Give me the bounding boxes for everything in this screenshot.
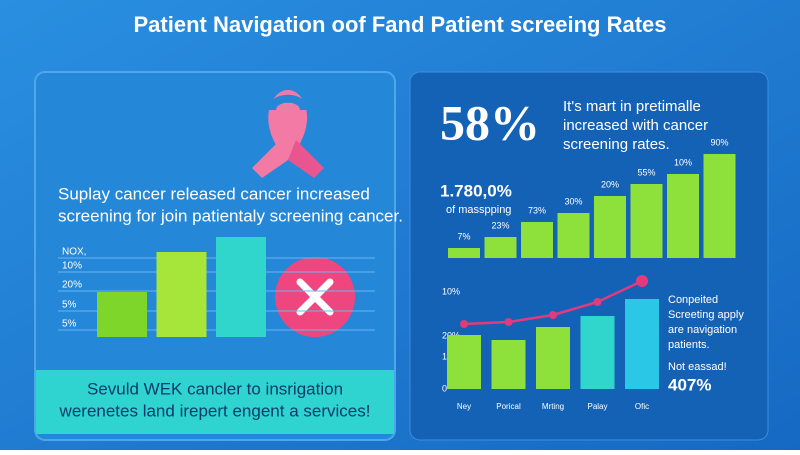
- bar: [491, 340, 526, 389]
- bar: [667, 174, 699, 258]
- ribbon-icon: [252, 90, 324, 178]
- line-point: [636, 275, 648, 287]
- bar: [447, 335, 481, 389]
- bar-label: 20%: [601, 179, 619, 189]
- bar: [536, 327, 570, 389]
- bar-label: 90%: [710, 137, 728, 147]
- y-tick-label: 5%: [62, 319, 77, 330]
- side-text: Screeting apply: [668, 309, 744, 321]
- y-tick-label: 20%: [62, 280, 82, 291]
- x-tick-label: Porical: [496, 402, 521, 411]
- bar: [97, 292, 147, 337]
- bar: [630, 184, 663, 258]
- panel-text: screening for join patientaly screening …: [58, 206, 403, 225]
- headline-text: increased with cancer: [563, 117, 708, 134]
- bar: [448, 248, 480, 258]
- bar: [521, 222, 553, 258]
- x-tick-label: Mrting: [542, 402, 564, 411]
- bar-label: 10%: [674, 157, 692, 167]
- bar-label: 55%: [637, 167, 655, 177]
- x-tick-label: Ney: [457, 402, 471, 411]
- y-tick-label: NOX,: [62, 247, 86, 258]
- bar-label: 30%: [564, 196, 582, 206]
- y-tick-label: 10%: [442, 286, 460, 296]
- bar-label: 23%: [491, 220, 509, 230]
- headline: 58%: [440, 94, 540, 150]
- side-text: patients.: [668, 339, 710, 351]
- bar: [557, 213, 590, 258]
- stat-caption: of masspping: [446, 204, 511, 216]
- y-tick-label: 5%: [62, 300, 77, 311]
- line-point: [549, 311, 557, 319]
- bar: [216, 237, 266, 337]
- panel-text: Suplay cancer released cancer increased: [58, 184, 370, 203]
- x-icon: [275, 257, 355, 337]
- headline-text: It's mart in pretimalle: [563, 98, 701, 115]
- bar: [703, 154, 736, 258]
- line-point: [504, 318, 513, 326]
- bar: [625, 299, 659, 389]
- bar: [156, 252, 207, 337]
- side-text: are navigation: [668, 324, 737, 336]
- footer-band: [36, 370, 394, 434]
- line-point: [593, 298, 602, 306]
- stat: 1.780,0%: [440, 181, 512, 200]
- side-text: Conpeited: [668, 294, 718, 306]
- bar: [580, 316, 615, 389]
- footer-text: Sevuld WEK cancler to insrigation: [87, 379, 343, 398]
- bar-label: 73%: [528, 205, 546, 215]
- side-note: Not eassad!: [668, 361, 727, 373]
- footer-text: werenetes land irepert engent a services…: [59, 401, 371, 420]
- x-tick-label: Palay: [587, 402, 607, 411]
- bar-label: 7%: [457, 231, 470, 241]
- y-tick-label: 0: [442, 383, 447, 393]
- side-stat: 407%: [668, 375, 711, 394]
- title: Patient Navigation oof Fand Patient scre…: [134, 12, 667, 37]
- bar: [484, 237, 517, 258]
- y-tick-label: 10%: [62, 261, 82, 272]
- line-point: [460, 320, 468, 328]
- headline-text: screening rates.: [563, 136, 670, 153]
- bar: [594, 196, 626, 258]
- x-tick-label: Ofic: [635, 402, 649, 411]
